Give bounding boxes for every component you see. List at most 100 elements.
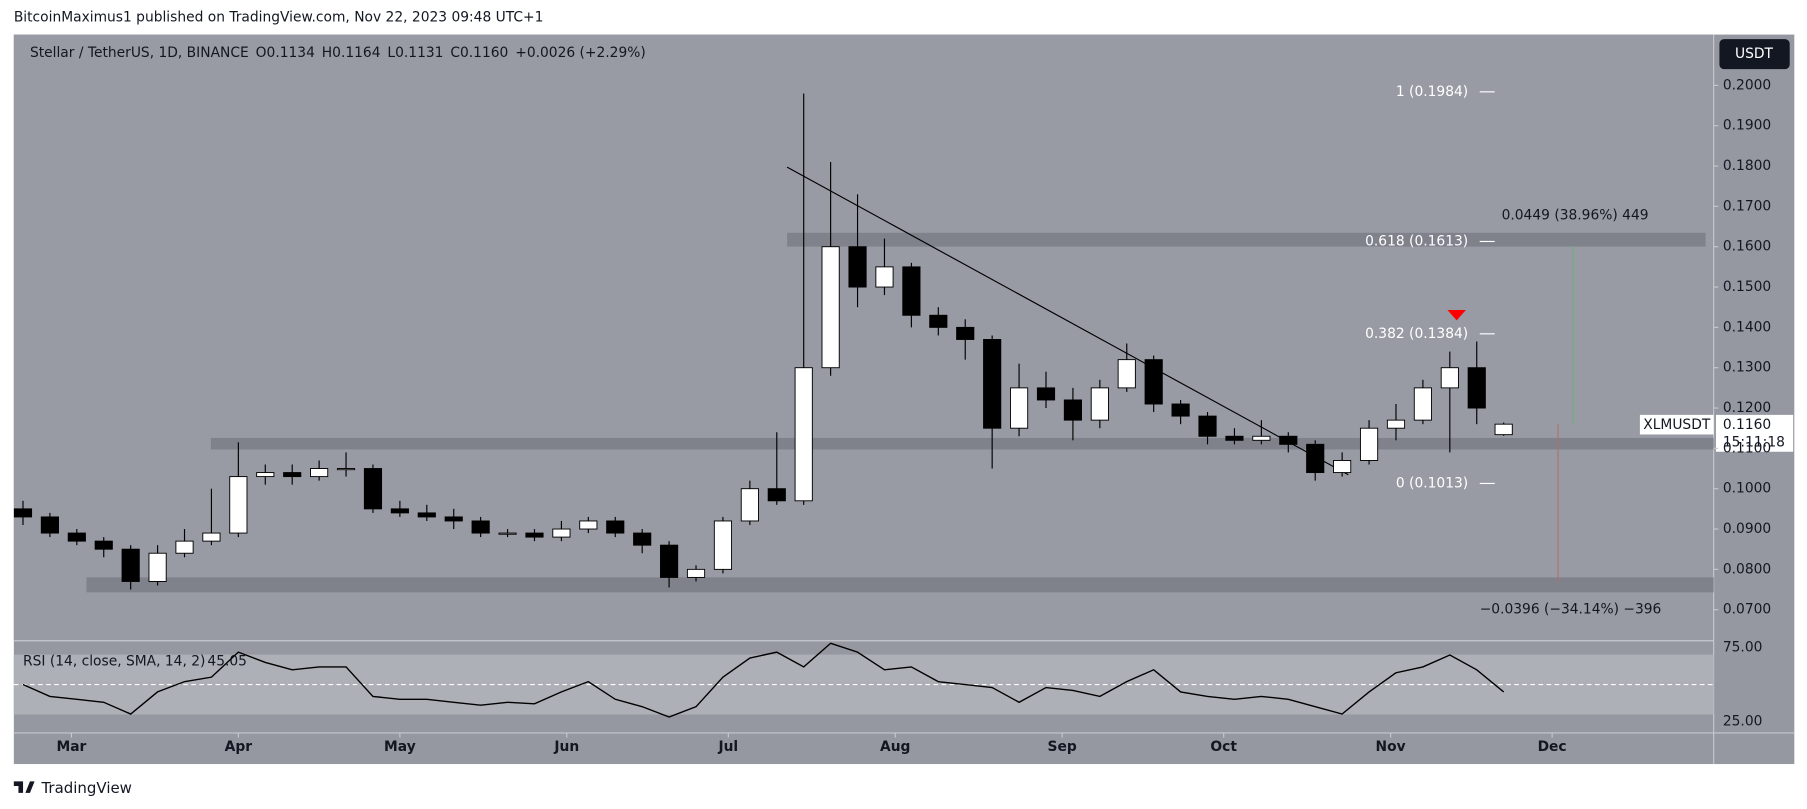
candle-body <box>956 326 975 340</box>
rsi-value: 45.05 <box>207 653 247 669</box>
candle-body <box>1117 359 1136 389</box>
legend-item: C0.1160 <box>450 45 508 61</box>
candle-body <box>848 246 867 288</box>
y-tick-label: 0.1800 <box>1723 158 1771 174</box>
candle-body <box>1063 399 1082 421</box>
candle-body <box>40 516 59 534</box>
candle-body <box>363 468 383 510</box>
x-tick-label: Aug <box>880 739 910 755</box>
currency-button[interactable] <box>1719 39 1790 70</box>
y-tick-label: 0.1400 <box>1723 319 1771 335</box>
y-tick-label: 0.1900 <box>1723 118 1771 134</box>
candle-body <box>794 367 813 502</box>
candle-body <box>1225 435 1244 441</box>
candle-body <box>256 472 275 478</box>
symbol-tag <box>1639 414 1714 435</box>
x-tick-label: Jun <box>553 739 579 755</box>
candles <box>13 93 1513 590</box>
y-tick-label: 0.1100 <box>1723 440 1771 456</box>
candle-body <box>13 508 33 518</box>
candle-body <box>1279 435 1298 445</box>
y-tick-label: 0.0700 <box>1723 602 1771 618</box>
x-tick-label: Jul <box>717 739 738 755</box>
candle-body <box>444 516 463 522</box>
brand: TradingView <box>40 779 131 797</box>
candle-body <box>525 532 544 538</box>
candle-body <box>1467 367 1486 409</box>
logo <box>13 781 35 793</box>
y-tick-label: 0.0900 <box>1723 521 1771 537</box>
y-tick-label: 0.0800 <box>1723 561 1771 577</box>
candle-body <box>121 548 140 582</box>
y-tick-label: 0.1700 <box>1723 198 1771 214</box>
candle-body <box>202 532 221 542</box>
candle-body <box>1036 387 1056 401</box>
candle-body <box>660 544 679 578</box>
legend-item: H0.1164 <box>322 45 381 61</box>
x-tick-label: May <box>384 739 416 755</box>
red-arrow <box>1447 310 1466 321</box>
fib-label: 0 (0.1013) <box>1396 475 1468 491</box>
candle-body <box>1252 435 1271 441</box>
rsi-line <box>22 642 1505 718</box>
candle-body <box>390 508 409 514</box>
candle-body <box>606 520 625 534</box>
candle-body <box>498 532 517 535</box>
legend-item: +0.0026 (+2.29%) <box>515 45 646 61</box>
legend-item: L0.1131 <box>387 45 443 61</box>
fib-label: 1 (0.1984) <box>1396 84 1468 100</box>
candle-body <box>148 552 167 582</box>
rsi-tick-label: 75.00 <box>1723 640 1763 656</box>
y-tick-label: 0.1300 <box>1723 360 1771 376</box>
y-tick-label: 0.2000 <box>1723 77 1771 93</box>
support-zone <box>86 577 1714 593</box>
candle-body <box>633 532 652 546</box>
symbol-tag-text: XLMUSDT <box>1643 417 1711 433</box>
published-note: BitcoinMaximus1 published on TradingView… <box>14 9 544 25</box>
candle-body <box>310 468 329 478</box>
candle-body <box>1440 367 1459 389</box>
rsi-tick-label: 25.00 <box>1723 713 1763 729</box>
candle-body <box>417 512 436 518</box>
fib-label: 0.382 (0.1384) <box>1365 326 1468 342</box>
rsi-label: RSI (14, close, SMA, 14, 2) <box>23 653 205 669</box>
price-pane <box>13 34 1714 641</box>
y-tick-label: 0.1000 <box>1723 481 1771 497</box>
y-tick-label: 0.1500 <box>1723 279 1771 295</box>
legend: Stellar / TetherUS, 1D, BINANCE O0.1134 H0… <box>30 45 646 61</box>
candle-body <box>552 528 571 538</box>
candle-body <box>1010 387 1029 429</box>
legend-item: Stellar / TetherUS, 1D, BINANCE <box>30 45 249 61</box>
x-tick-label: Dec <box>1538 739 1567 755</box>
candle-body <box>686 568 706 578</box>
candle-body <box>1306 443 1325 474</box>
currency[interactable]: USDT <box>1735 46 1774 62</box>
candle-body <box>1171 403 1190 417</box>
x-tick-label: Nov <box>1376 739 1406 755</box>
candle-body <box>875 266 894 288</box>
candle-body <box>94 540 113 550</box>
candle-body <box>175 540 194 554</box>
price-tag <box>1715 414 1794 452</box>
candle-body <box>929 314 948 328</box>
fib-label: 0.618 (0.1613) <box>1365 233 1468 249</box>
resistance-zone <box>787 232 1706 247</box>
candle-body <box>283 472 302 478</box>
y-tick-label: 0.1200 <box>1723 400 1771 416</box>
candle-body <box>579 520 598 530</box>
candle-body <box>713 520 733 570</box>
candle-body <box>740 488 759 522</box>
candle-body <box>767 488 786 502</box>
candle-body <box>471 520 490 534</box>
candle-body <box>1090 387 1109 421</box>
x-tick-label: Apr <box>225 739 253 755</box>
candle-body <box>1494 423 1513 436</box>
candle-body <box>821 246 840 369</box>
candle-body <box>902 266 921 316</box>
candle-body <box>1413 387 1432 421</box>
candle-body <box>1198 415 1217 437</box>
legend-item: O0.1134 <box>256 45 315 61</box>
candle-body <box>1359 427 1379 461</box>
